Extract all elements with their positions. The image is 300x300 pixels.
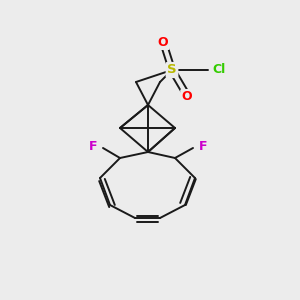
Text: O: O xyxy=(158,35,168,49)
Text: S: S xyxy=(167,64,177,76)
Text: F: F xyxy=(199,140,208,154)
Text: F: F xyxy=(88,140,97,154)
Text: Cl: Cl xyxy=(212,64,225,76)
Text: O: O xyxy=(182,91,192,103)
